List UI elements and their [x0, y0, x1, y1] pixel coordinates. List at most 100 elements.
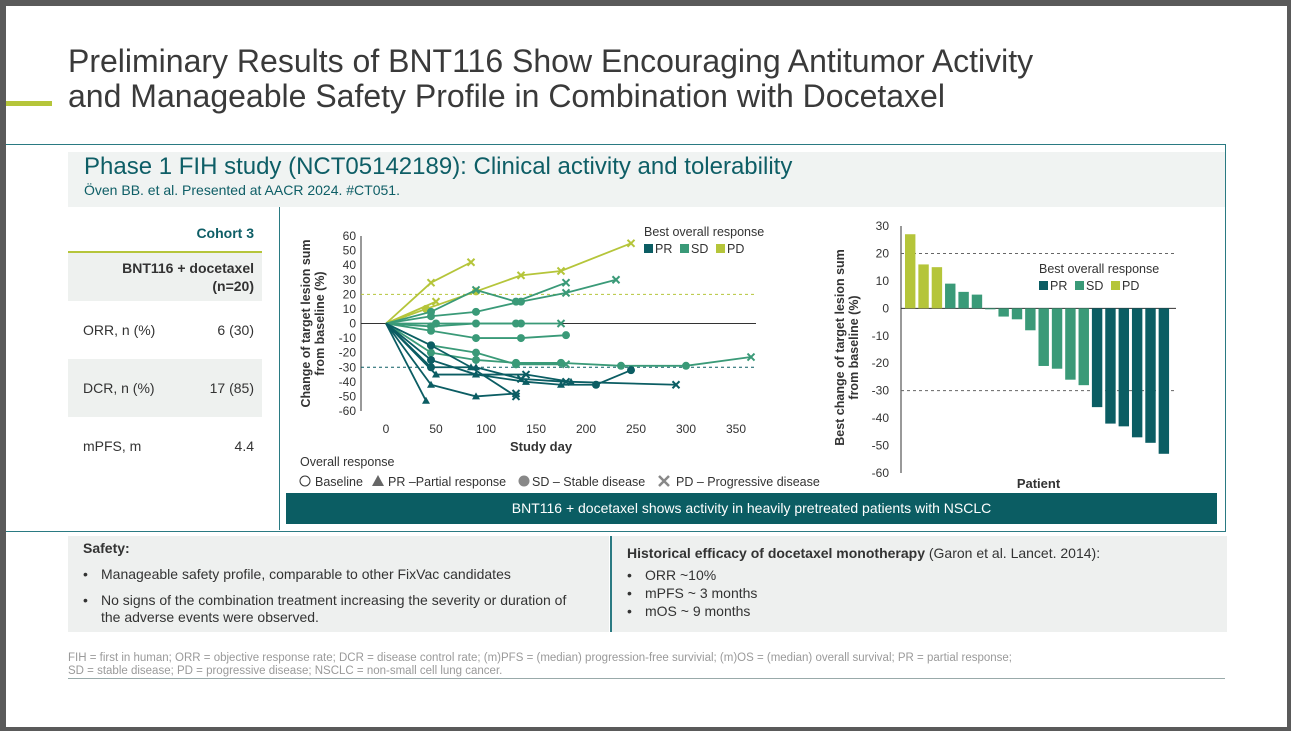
y-tick-label: 50	[343, 244, 357, 258]
series-line	[385, 322, 517, 398]
sd-marker	[427, 312, 435, 321]
y-tick-label: -40	[872, 411, 890, 425]
y-axis-label: Change of target lesion sum from baseline…	[299, 239, 327, 407]
slide-title-line-1: Preliminary Results of BNT116 Show Encou…	[68, 43, 1034, 79]
sd-marker	[512, 360, 520, 369]
bullet-dot: •	[83, 592, 88, 608]
pr-marker	[427, 380, 435, 388]
waterfall-bar	[905, 234, 916, 309]
sd-marker	[472, 355, 480, 364]
sd-legend-icon	[518, 475, 530, 487]
waterfall-plot: 30 20 10 0 -10 -20 -30 -40 -50 -60 Patient Best cha…	[833, 219, 1176, 491]
waterfall-bar	[945, 283, 956, 309]
pr-marker	[472, 370, 480, 378]
study-panel	[6, 144, 1226, 532]
bullet-text: the adverse events were observed.	[101, 609, 319, 625]
safety-heading: Safety:	[83, 540, 130, 556]
pd-marker	[426, 278, 436, 287]
bullet-text: mOS ~ 9 months	[645, 603, 751, 619]
historical-bullet: • mOS ~ 9 months	[627, 603, 750, 619]
bullet-dot: •	[83, 566, 88, 582]
sd-marker	[432, 319, 440, 328]
legend-swatch	[680, 244, 689, 253]
waterfall-bar	[1011, 308, 1023, 320]
legend-title: Best overall response	[644, 225, 764, 239]
historical-bullet: • mPFS ~ 3 months	[627, 585, 757, 601]
pd-marker	[431, 297, 441, 306]
pd-marker	[561, 288, 571, 298]
y-tick-label: -10	[339, 331, 357, 345]
bullet-text: No signs of the combination treatment in…	[101, 592, 567, 608]
sd-marker	[427, 355, 435, 364]
bullet-text: Manageable safety profile, comparable to…	[101, 566, 511, 582]
legend-label: PR	[1050, 279, 1067, 293]
waterfall-bar	[958, 291, 969, 309]
pr-marker	[567, 377, 575, 385]
y-tick-label: 0	[882, 301, 889, 315]
sd-marker	[517, 334, 525, 343]
waterfall-bar	[1051, 308, 1063, 369]
pr-marker	[422, 396, 430, 404]
x-axis-label: Patient	[1017, 476, 1061, 491]
x-axis-label: Study day	[510, 439, 573, 454]
waterfall-bar	[985, 308, 996, 310]
y-tick-label: -30	[339, 360, 357, 374]
bullet-dot: •	[627, 603, 632, 619]
slide-title: Preliminary Results of BNT116 Show Encou…	[68, 44, 1033, 114]
y-tick-label: -60	[872, 466, 890, 480]
pd-marker	[626, 239, 636, 248]
pr-marker	[522, 377, 530, 385]
study-panel-header	[68, 152, 1225, 207]
y-tick-label: 10	[876, 274, 890, 288]
x-tick-label: 0	[383, 422, 390, 436]
arm-label-line-2: (n=20)	[212, 278, 254, 294]
y-tick-label: 20	[343, 287, 357, 301]
footnote-line-2: SD = stable disease; PD = progressive di…	[68, 665, 503, 677]
historical-bullet: • ORR ~10%	[627, 567, 716, 583]
table-header: Cohort 3	[68, 211, 262, 251]
waterfall-bar	[918, 264, 929, 309]
waterfall-bar	[971, 294, 983, 309]
legend-label: PD	[727, 242, 744, 256]
legend-label: PR	[655, 242, 672, 256]
sd-marker	[472, 334, 480, 343]
baseline-legend-icon	[299, 475, 311, 487]
arm-header: BNT116 + docetaxel (n=20)	[68, 251, 262, 301]
legend-swatch	[716, 244, 725, 253]
y-tick-label: -20	[339, 346, 357, 360]
x-tick-label: 150	[526, 422, 546, 436]
legend-swatch	[1075, 281, 1084, 290]
y-tick-label: -10	[872, 329, 890, 343]
series-line	[385, 300, 437, 325]
pd-marker	[516, 271, 526, 280]
series-line	[385, 322, 752, 367]
bullet-dot: •	[627, 567, 632, 583]
pd-marker	[511, 392, 521, 401]
y-tick-label: 20	[876, 246, 890, 260]
marker-legend-label: SD – Stable disease	[532, 475, 645, 489]
sd-marker	[427, 341, 435, 350]
row-label: ORR, n (%)	[83, 322, 156, 338]
pr-marker	[432, 370, 440, 378]
waterfall-bar	[1078, 308, 1089, 386]
bullet-text: mPFS ~ 3 months	[645, 585, 758, 601]
row-label: mPFS, m	[83, 438, 142, 454]
marker-legend-label: PR –Partial response	[388, 475, 506, 489]
waterfall-bar	[1065, 308, 1076, 380]
arm-label-line-1: BNT116 + docetaxel	[122, 260, 254, 276]
footnote: FIH = first in human; ORR = objective re…	[68, 652, 1225, 679]
safety-box: Safety: • Manageable safety profile, com…	[68, 536, 609, 632]
pd-marker	[556, 266, 566, 276]
pd-marker	[471, 285, 481, 295]
y-tick-label: -60	[339, 404, 357, 418]
y-axis-label-line-1: Change of target lesion sum	[299, 239, 313, 407]
y-axis-label-line-2: from baseline (%)	[313, 271, 327, 375]
pd-marker	[521, 370, 531, 379]
y-tick-label: -30	[872, 384, 890, 398]
pd-legend-icon	[658, 475, 670, 487]
row-value: 4.4	[234, 438, 254, 454]
arm-label: BNT116 + docetaxel (n=20)	[122, 259, 254, 295]
pd-marker	[611, 275, 621, 284]
slide-title-line-2: and Manageable Safety Profile in Combina…	[68, 78, 945, 114]
